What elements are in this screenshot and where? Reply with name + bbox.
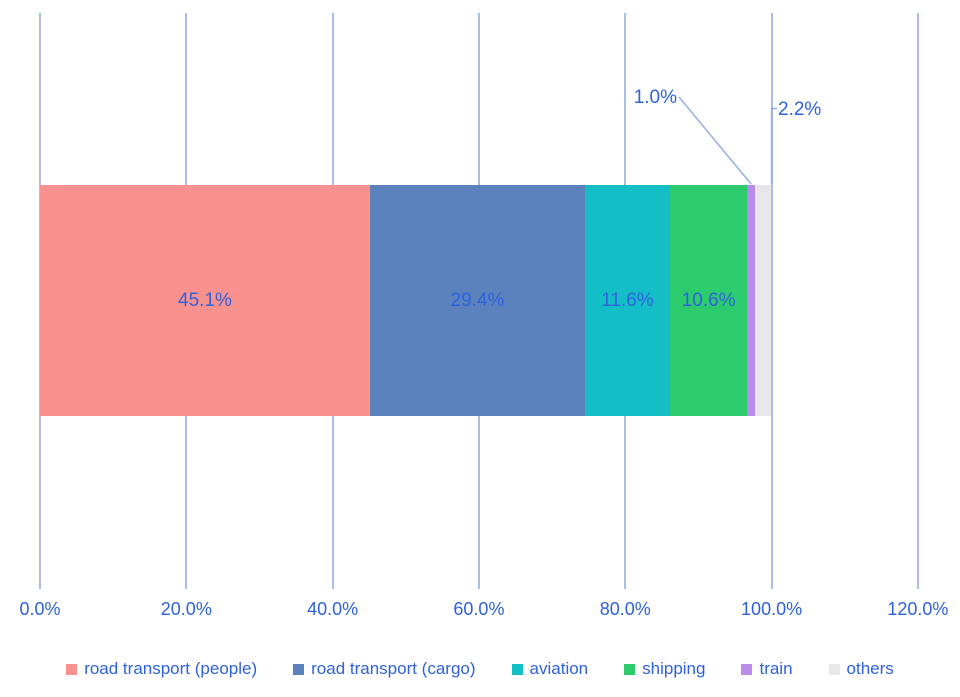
bar-segment-others[interactable] [754, 185, 771, 416]
x-axis-tick-label: 0.0% [19, 599, 61, 619]
legend-marker-road-transport-people [66, 663, 78, 675]
callout-label-others: 2.2% [778, 99, 822, 120]
gridline [916, 13, 919, 589]
bar-segment-shipping[interactable]: 10.6% [669, 185, 748, 416]
x-axis-tick-label: 80.0% [599, 599, 651, 619]
legend-label-aviation: aviation [529, 659, 589, 678]
legend-item-train[interactable]: train [741, 659, 793, 679]
x-axis-tick-label: 60.0% [453, 599, 505, 619]
legend-marker-others [828, 663, 840, 675]
x-axis-tick-label: 120.0% [887, 599, 949, 619]
legend-label-train: train [759, 659, 793, 678]
legend-marker-train [741, 663, 753, 675]
gridline [770, 13, 773, 589]
legend-item-road-transport-cargo[interactable]: road transport (cargo) [293, 659, 476, 679]
bar-segment-aviation[interactable]: 11.6% [585, 185, 670, 416]
legend-label-road-transport-people: road transport (people) [84, 659, 258, 678]
bar-segment-road-transport-people[interactable]: 45.1% [40, 185, 370, 416]
callout-label-train: 1.0% [633, 87, 677, 108]
legend-marker-shipping [624, 663, 636, 675]
segment-data-label: 45.1% [178, 289, 232, 311]
bar-segment-road-transport-cargo[interactable]: 29.4% [369, 185, 586, 416]
segment-data-label: 11.6% [601, 289, 654, 311]
bar: 45.1% 29.4% 11.6% 10.6% [40, 185, 771, 416]
segment-data-label: 10.6% [681, 289, 736, 311]
x-axis-tick-label: 100.0% [741, 599, 803, 619]
segment-data-label: 29.4% [450, 289, 505, 311]
legend-item-shipping[interactable]: shipping [624, 659, 705, 679]
legend-item-road-transport-people[interactable]: road transport (people) [66, 659, 257, 679]
legend-item-aviation[interactable]: aviation [511, 659, 589, 679]
x-axis-tick-label: 40.0% [307, 599, 359, 619]
legend-marker-aviation [511, 663, 523, 675]
legend-label-others: others [846, 659, 894, 678]
leader-line-train [678, 96, 752, 185]
legend-marker-road-transport-cargo [293, 663, 305, 675]
legend: road transport (people) road transport (c… [0, 659, 960, 679]
legend-label-shipping: shipping [642, 659, 706, 678]
legend-item-others[interactable]: others [828, 659, 894, 679]
bar-segment-train[interactable] [747, 185, 755, 416]
x-axis-tick-label: 20.0% [160, 599, 212, 619]
legend-label-road-transport-cargo: road transport (cargo) [311, 659, 476, 678]
